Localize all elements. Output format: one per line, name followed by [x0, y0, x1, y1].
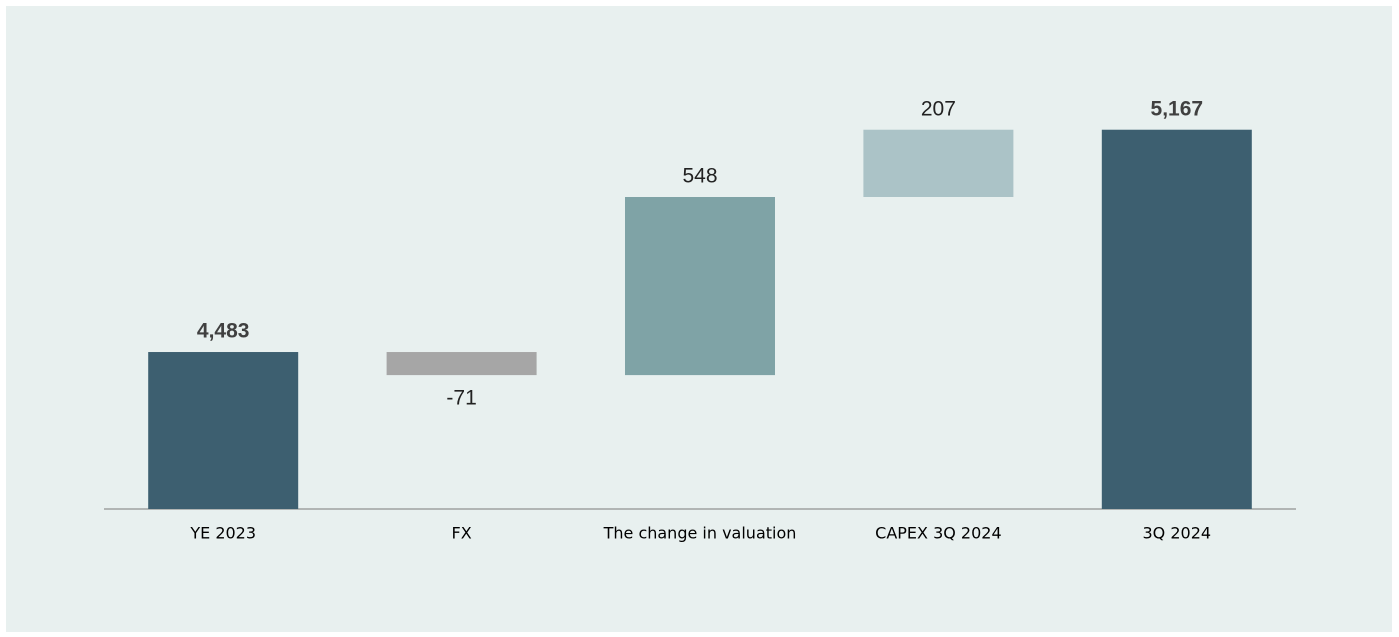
bar — [1101, 129, 1252, 509]
data-label: -71 — [446, 387, 476, 410]
data-label: 4,483 — [197, 320, 250, 343]
x-tick-label: CAPEX 3Q 2024 — [875, 524, 1002, 543]
x-tick-label: YE 2023 — [189, 524, 256, 543]
data-label: 207 — [921, 97, 956, 120]
bar — [863, 129, 1014, 197]
bar — [148, 352, 299, 509]
bar — [625, 197, 775, 376]
data-label: 548 — [682, 165, 717, 188]
x-tick-label: 3Q 2024 — [1143, 524, 1212, 543]
x-tick-label: FX — [452, 524, 472, 543]
x-tick-label: The change in valuation — [603, 524, 797, 543]
data-label: 5,167 — [1151, 97, 1204, 120]
bar — [386, 352, 537, 376]
